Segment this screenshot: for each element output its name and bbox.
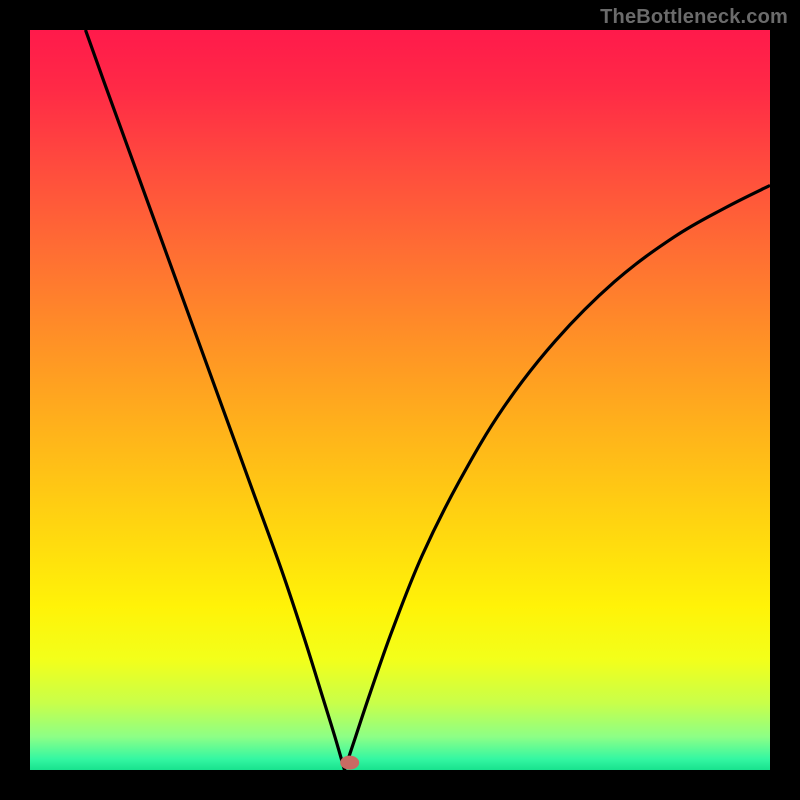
bottleneck-chart bbox=[0, 0, 800, 800]
gradient-background bbox=[30, 30, 770, 770]
chart-frame: TheBottleneck.com bbox=[0, 0, 800, 800]
optimal-point-marker bbox=[341, 756, 359, 769]
watermark-text: TheBottleneck.com bbox=[600, 6, 788, 29]
